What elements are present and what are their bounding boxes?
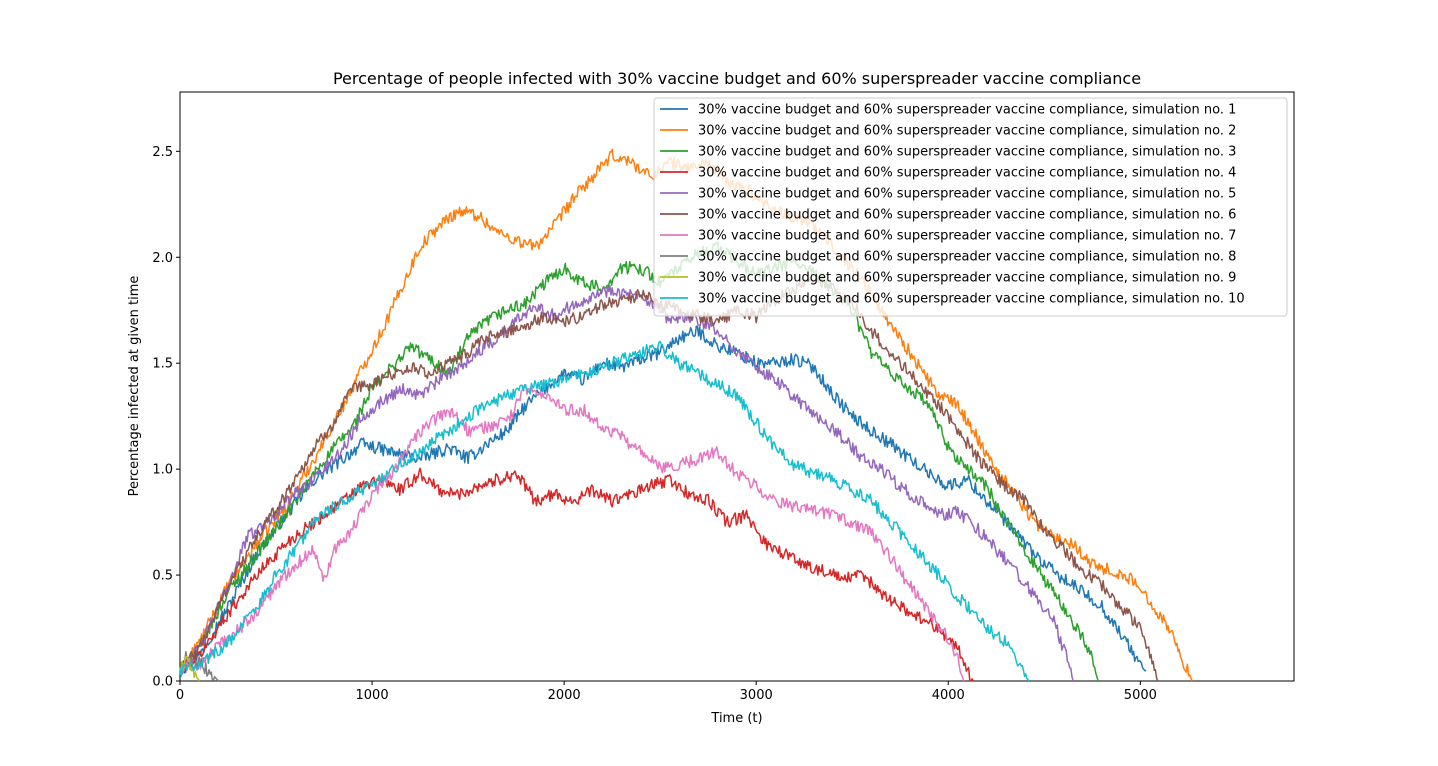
legend-label: 30% vaccine budget and 60% superspreader…: [698, 229, 1236, 244]
x-tick-label: 1000: [356, 688, 389, 703]
x-tick-label: 5000: [1124, 688, 1157, 703]
legend-label: 30% vaccine budget and 60% superspreader…: [698, 124, 1236, 139]
series-line-7: [179, 383, 965, 682]
series-line-4: [179, 467, 974, 682]
chart-title: Percentage of people infected with 30% v…: [333, 69, 1141, 88]
legend-label: 30% vaccine budget and 60% superspreader…: [698, 208, 1236, 223]
x-tick-label: 4000: [932, 688, 965, 703]
plot-frame: [179, 91, 1295, 682]
series-line-5: [179, 284, 1074, 682]
legend-label: 30% vaccine budget and 60% superspreader…: [698, 292, 1245, 307]
y-tick-label: 2.5: [152, 145, 173, 160]
series-line-10: [179, 340, 1030, 682]
y-tick-label: 2.0: [152, 251, 173, 266]
legend-label: 30% vaccine budget and 60% superspreader…: [698, 250, 1236, 265]
y-axis-label: Percentage infected at given time: [127, 276, 142, 497]
x-axis-ticks: 0 1000 2000 3000 4000 5000: [176, 681, 1157, 703]
x-tick-label: 2000: [548, 688, 581, 703]
legend-box: [653, 97, 1288, 317]
x-tick-label: 3000: [740, 688, 773, 703]
x-axis-label: Time (t): [710, 711, 762, 726]
legend-label: 30% vaccine budget and 60% superspreader…: [698, 103, 1236, 118]
legend-label: 30% vaccine budget and 60% superspreader…: [698, 166, 1236, 181]
y-tick-label: 1.0: [152, 463, 173, 478]
legend-label: 30% vaccine budget and 60% superspreader…: [698, 145, 1236, 160]
y-axis-ticks: 0.0 0.5 1.0 1.5 2.0 2.5: [152, 145, 180, 690]
legend-label: 30% vaccine budget and 60% superspreader…: [698, 271, 1236, 286]
y-tick-label: 1.5: [152, 357, 173, 372]
y-tick-label: 0.0: [152, 675, 173, 690]
series-line-3: [179, 240, 1099, 682]
legend-label: 30% vaccine budget and 60% superspreader…: [698, 187, 1236, 202]
legend: 30% vaccine budget and 60% superspreader…: [653, 97, 1288, 317]
series-line-1: [179, 325, 1147, 676]
y-tick-label: 0.5: [152, 569, 173, 584]
plot-area: 0 1000 2000 3000 4000 5000 0.0 0.5 1.0 1.5 2.0 2.5: [152, 91, 1295, 703]
x-tick-label: 0: [176, 688, 184, 703]
